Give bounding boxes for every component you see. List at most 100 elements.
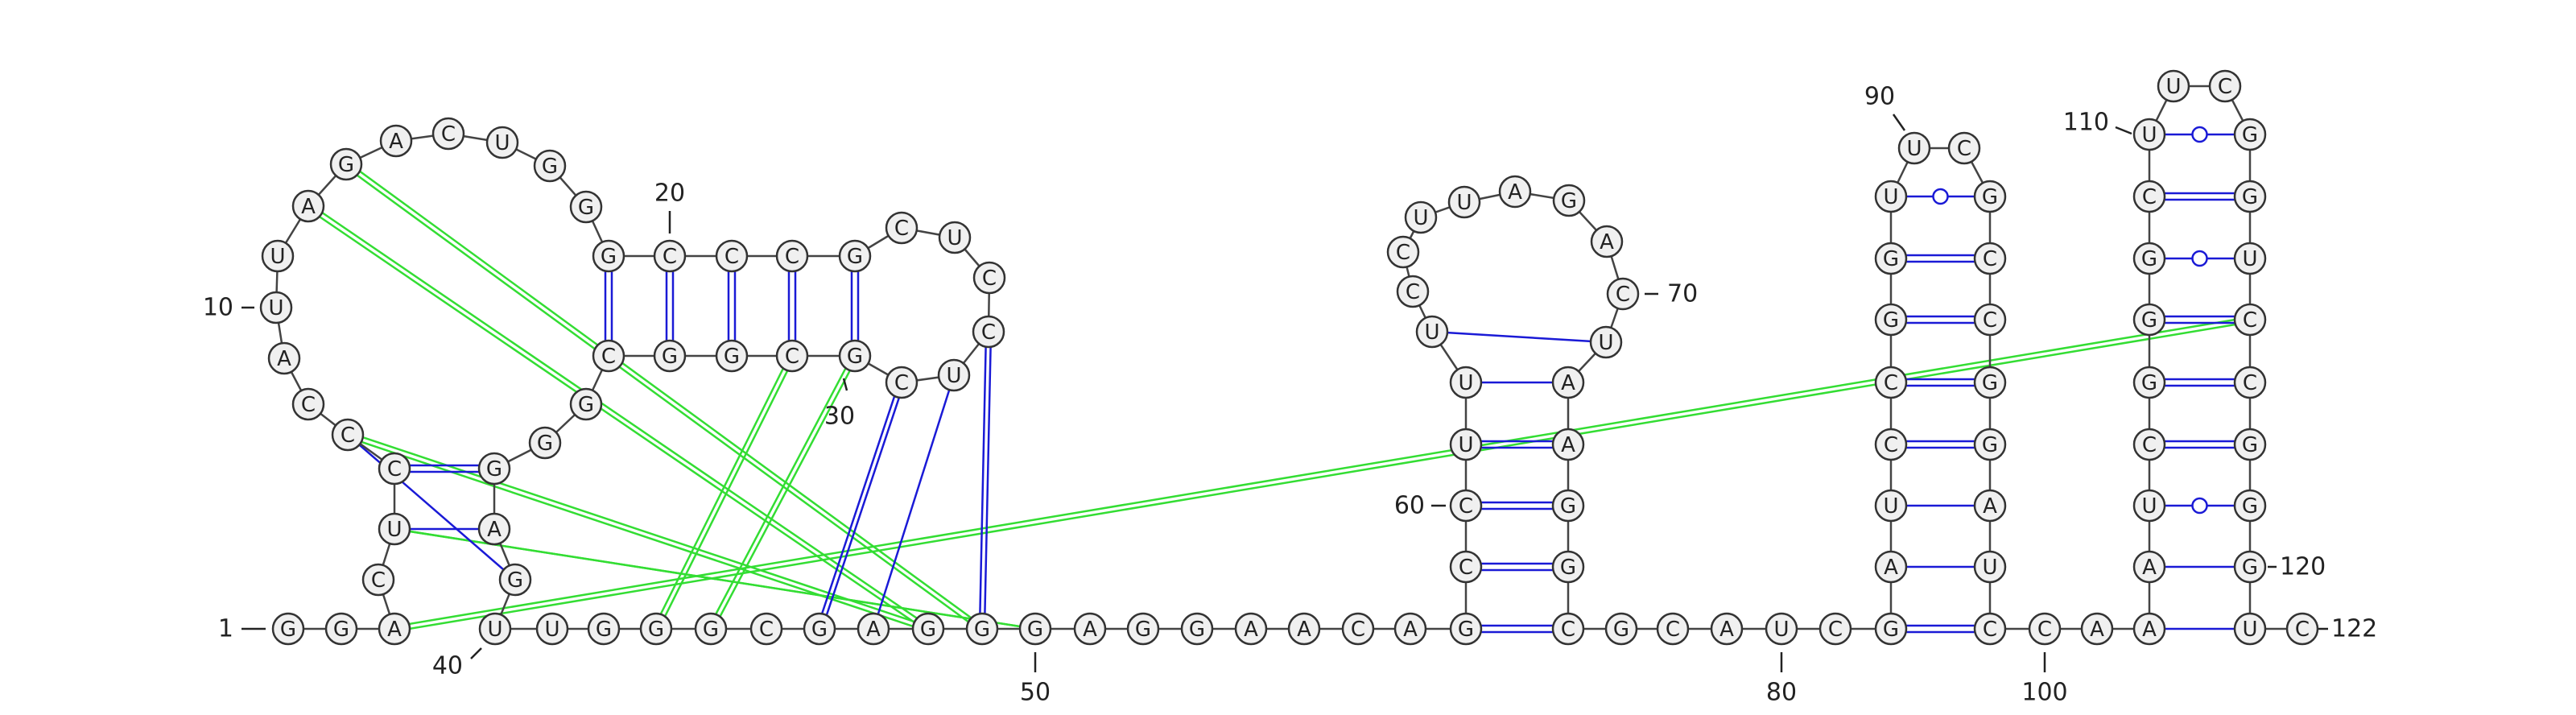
nucleotide-letter: C [2037,618,2052,642]
nucleotide-38: A [477,512,511,546]
nucleotide-32: G [715,339,749,373]
pseudoknot-line [708,354,854,629]
nucleotide-circle [1973,428,2007,461]
nucleotide-105: U [2132,489,2166,523]
nucleotide-85: U [1874,489,1908,523]
nucleotide-27: C [972,315,1005,349]
nucleotide-circle [1874,366,1908,399]
nucleotide-96: G [1973,366,2007,399]
nucleotide-circle [653,339,687,373]
position-number: 60 [1394,492,1425,520]
nucleotide-circle [477,512,511,546]
nucleotide-circle [2028,612,2062,646]
nucleotide-circle [1973,180,2007,213]
nucleotide-letter: A [1884,556,1898,580]
nucleotide-letter: G [724,345,740,369]
nucleotide-114: G [2233,118,2267,151]
nucleotide-100: C [1973,612,2007,646]
nucleotide-circle [1073,612,1107,646]
nucleotide-86: C [1874,428,1908,461]
nucleotide-30: G [838,339,872,373]
nucleotide-24: C [885,211,919,245]
nucleotide-letter: A [387,618,402,642]
nucleotide-circle [2233,428,2267,461]
nucleotide-circle [485,126,519,159]
nucleotide-letter: C [894,371,909,395]
nucleotide-letter: G [847,245,863,269]
nucleotide-72: U [1589,325,1623,359]
nucleotide-51: A [1073,612,1107,646]
nucleotide-circle [569,190,603,224]
nucleotide-letter: C [387,457,402,481]
nucleotide-letter: G [2242,556,2258,580]
nucleotide-letter: A [1403,618,1418,642]
nucleotide-circle [911,612,945,646]
nucleotide-letter: C [759,618,774,642]
pseudoknot-line [308,203,931,628]
nucleotide-6: C [378,452,411,486]
nucleotide-letter: C [2142,185,2157,209]
nucleotide-circle [694,612,728,646]
nucleotide-letter: G [1883,247,1899,271]
position-number: 40 [432,652,463,680]
nucleotide-circle [1234,612,1268,646]
nucleotide-circle [1973,489,2007,523]
nucleotide-circle [775,339,809,373]
nucleotide-69: G [1552,184,1586,217]
nucleotide-circle [715,339,749,373]
nucleotide-letter: G [338,153,354,177]
nucleotide-circle [2132,303,2166,337]
nucleotide-84: A [1874,550,1908,584]
nucleotide-107: G [2132,366,2166,399]
nucleotide-circle [1449,550,1483,584]
nucleotide-34: C [592,339,625,373]
pseudoknot-line [394,316,2250,628]
nucleotide-112: U [2157,69,2190,103]
position-number: 10 [203,294,233,322]
nucleotide-letter: C [601,345,616,369]
nucleotide-circle [838,239,872,273]
nucleotide-circle [1551,428,1585,461]
nucleotide-3: A [378,612,411,646]
nucleotide-74: A [1551,428,1585,461]
nucleotide-letter: A [1719,618,1734,642]
nucleotide-letter: C [1406,280,1420,304]
nucleotide-letter: G [578,393,594,417]
nucleotide-circle [1449,366,1483,399]
nucleotide-37: G [477,452,511,486]
nucleotide-letter: G [2141,247,2157,271]
nucleotide-circle [329,147,363,181]
nucleotide-92: C [1947,131,1981,165]
nucleotide-circle [291,387,325,421]
nucleotide-1: G [271,612,305,646]
nucleotide-letter: U [2242,247,2257,271]
nucleotide-17: G [533,149,567,183]
nucleotide-46: G [803,612,836,646]
nucleotide-91: U [1897,131,1931,165]
nucleotide-circle [1447,185,1481,219]
nucleotide-81: U [1765,612,1798,646]
nucleotide-circle [331,418,365,452]
pseudoknot-line [346,436,928,633]
nucleotide-98: A [1973,489,2007,523]
nucleotide-54: A [1234,612,1268,646]
pseudoknot-pair-line [872,374,956,630]
nucleotide-9: A [267,341,301,375]
nucleotide-circle [1874,489,1908,523]
nucleotide-letter: C [981,320,996,345]
nucleotide-letter: C [1828,618,1843,642]
nucleotide-108: G [2132,303,2166,337]
nucleotide-circle [431,117,465,151]
nucleotide-7: C [331,418,365,452]
nucleotide-63: U [1415,315,1449,349]
nucleotide-letter: G [974,618,990,642]
nucleotide-111: U [2132,118,2166,151]
nucleotide-letter: U [544,618,559,642]
nucleotide-60: C [1449,489,1483,523]
gu-pair-dot [2191,250,2208,267]
nucleotide-5: U [378,512,411,546]
nucleotide-letter: C [785,345,799,369]
nucleotide-letter: C [371,568,386,593]
nucleotide-circle [2285,612,2319,646]
nucleotide-circle [528,426,562,460]
